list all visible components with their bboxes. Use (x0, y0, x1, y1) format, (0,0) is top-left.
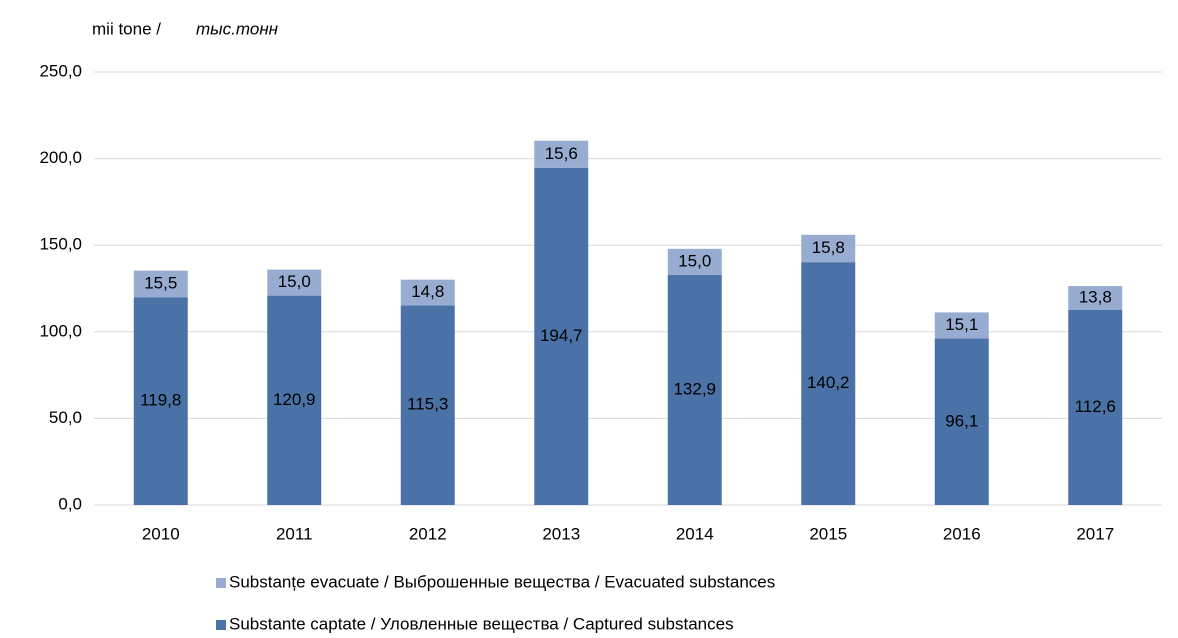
bar-segment (1068, 286, 1123, 310)
legend-label: Substante captate / Уловленные вещества … (229, 614, 734, 633)
bar-segment (133, 270, 188, 298)
data-label: 15,6 (545, 144, 578, 163)
data-label: 15,0 (678, 251, 711, 270)
y-tick-label: 150,0 (39, 235, 82, 254)
y-tick-label: 0,0 (58, 494, 82, 513)
x-tick-label: 2010 (142, 524, 180, 543)
bar-segment (801, 262, 856, 505)
bar-segment (267, 269, 322, 296)
x-tick-label: 2012 (409, 524, 447, 543)
data-label: 112,6 (1075, 397, 1116, 416)
y-tick-label: 100,0 (39, 321, 82, 340)
x-tick-label: 2016 (943, 524, 981, 543)
bar-segment (1068, 309, 1123, 505)
bar-segment (400, 279, 455, 306)
bar-segment (534, 167, 589, 505)
bar-segment (534, 140, 589, 168)
data-label: 15,1 (945, 315, 978, 334)
bar-segment (801, 234, 856, 263)
x-tick-label: 2011 (276, 524, 313, 543)
legend-swatch (216, 578, 226, 588)
bar-segment (934, 312, 989, 339)
bar-segment (934, 338, 989, 505)
data-label: 115,3 (407, 395, 448, 414)
x-tick-label: 2013 (542, 524, 580, 543)
x-tick-label: 2017 (1076, 524, 1114, 543)
y-tick-label: 200,0 (39, 148, 82, 167)
data-label: 140,2 (807, 373, 850, 392)
data-label: 13,8 (1079, 288, 1112, 307)
bar-segment (667, 274, 722, 505)
y-axis-label-italic: тыс.тонн (196, 19, 279, 38)
y-tick-label: 50,0 (49, 408, 82, 427)
data-label: 132,9 (673, 379, 716, 398)
legend-label: Substanțe evacuate / Выброшенные веществ… (229, 572, 775, 591)
data-label: 15,5 (144, 274, 177, 293)
data-label: 194,7 (540, 326, 583, 345)
bar-segment (133, 297, 188, 505)
x-tick-label: 2015 (809, 524, 847, 543)
bar-segment (667, 248, 722, 275)
y-tick-label: 250,0 (39, 61, 82, 80)
y-axis-label: mii tone / (92, 19, 161, 38)
data-label: 15,0 (278, 272, 311, 291)
data-label: 96,1 (945, 411, 978, 430)
data-label: 15,8 (812, 238, 845, 257)
x-tick-label: 2014 (676, 524, 714, 543)
data-label: 14,8 (411, 282, 444, 301)
bar-segment (400, 305, 455, 505)
legend-swatch (216, 620, 226, 630)
bar-segment (267, 295, 322, 505)
data-label: 119,8 (140, 391, 181, 410)
data-label: 120,9 (273, 390, 316, 409)
